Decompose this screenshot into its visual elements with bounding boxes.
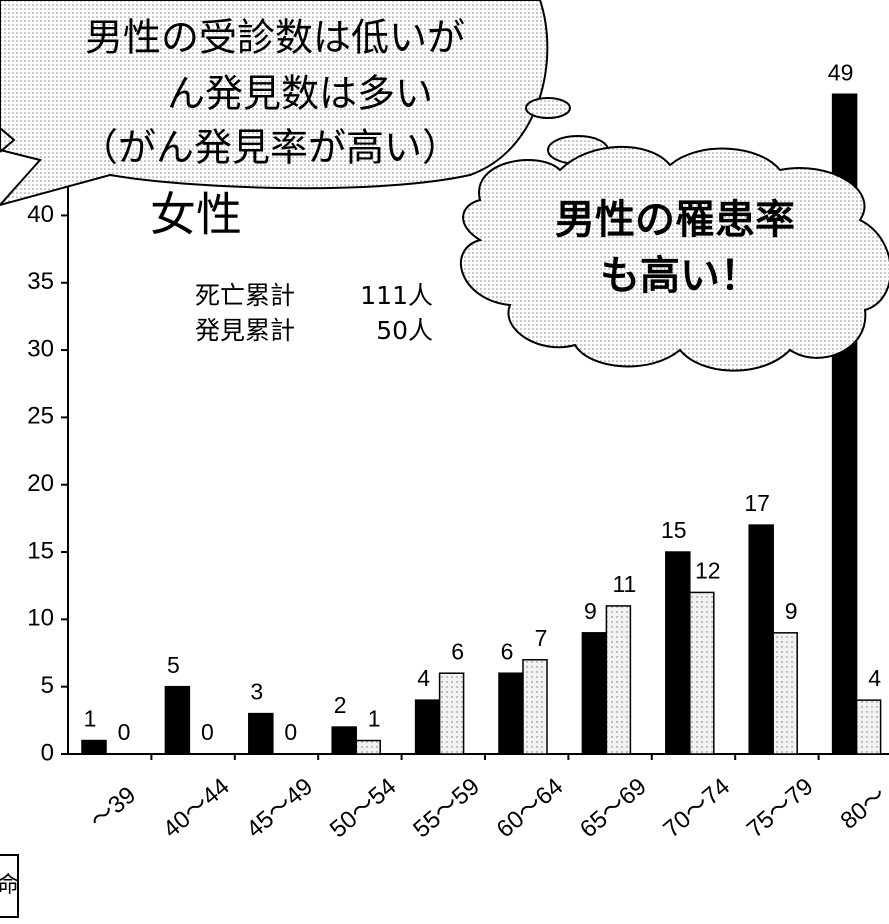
value-label: 11: [612, 571, 636, 597]
bubble-text: 男性の受診数は低いが: [85, 16, 465, 60]
chart-title: 女性: [150, 188, 242, 242]
x-tick-label: 60～64: [492, 773, 569, 843]
note-label: 発見累計: [195, 316, 295, 345]
y-tick-label: 40: [27, 201, 54, 228]
bar: [748, 524, 774, 755]
value-label: 5: [167, 652, 180, 678]
bar: [665, 551, 691, 755]
bubble-text: ん発見数は多い: [167, 72, 433, 116]
value-label: 9: [785, 598, 798, 624]
value-label: 9: [584, 598, 597, 624]
value-label: 3: [250, 679, 263, 705]
x-tick-label: 80～: [835, 781, 889, 834]
cloud: [460, 145, 889, 372]
speech-bubble: [0, 0, 549, 207]
bar: [248, 712, 274, 755]
bar: [164, 685, 191, 755]
value-label: 4: [417, 665, 430, 691]
bar: [414, 699, 441, 755]
y-tick-label: 35: [27, 268, 54, 295]
bar: [331, 726, 357, 755]
note-value: 50人: [376, 316, 433, 345]
x-tick-label: ～39: [85, 781, 141, 834]
value-label: 0: [118, 719, 131, 745]
value-label: 1: [368, 706, 381, 732]
note-value: 111人: [360, 281, 433, 310]
bar: [438, 672, 465, 755]
bar: [498, 672, 524, 755]
value-label: 2: [334, 692, 347, 718]
side-label: 命: [0, 873, 19, 898]
y-tick-label: 0: [41, 739, 54, 766]
value-label: 12: [695, 558, 721, 584]
thought-dot: [525, 97, 571, 119]
bar: [689, 591, 715, 755]
bar: [522, 659, 548, 755]
y-tick-label: 10: [27, 605, 54, 632]
side-box: [0, 854, 19, 918]
x-tick-label: 55～59: [408, 773, 485, 843]
x-tick-label: 45～49: [241, 773, 318, 843]
value-label: 17: [744, 490, 770, 516]
y-tick-label: 15: [27, 537, 54, 564]
y-tick-label: 30: [27, 335, 54, 362]
x-tick-label: 75～79: [742, 773, 819, 843]
x-tick-label: 70～74: [658, 773, 735, 843]
bubble-text: （がん発見率が高い）: [80, 126, 460, 170]
bar: [605, 605, 632, 755]
bar: [581, 632, 608, 755]
value-label: 7: [535, 625, 548, 651]
value-label: 15: [661, 517, 687, 543]
x-tick-label: 65～69: [575, 773, 652, 843]
value-label: 6: [451, 638, 464, 664]
bar: [81, 739, 107, 755]
value-label: 49: [828, 59, 854, 85]
value-label: 0: [284, 719, 297, 745]
value-label: 0: [201, 719, 214, 745]
value-label: 1: [84, 706, 97, 732]
x-tick-label: 40～44: [158, 773, 235, 843]
cloud-text: 男性の罹患率: [555, 197, 795, 243]
bar: [772, 632, 798, 755]
y-tick-label: 25: [27, 403, 54, 430]
value-label: 6: [501, 638, 514, 664]
cloud-text: も高い！: [600, 253, 760, 299]
bar: [855, 699, 882, 755]
value-label: 4: [868, 665, 881, 691]
note-label: 死亡累計: [195, 281, 295, 310]
y-tick-label: 5: [41, 672, 54, 699]
y-tick-label: 20: [27, 470, 54, 497]
x-tick-label: 50～54: [325, 773, 402, 843]
bar: [355, 739, 381, 755]
bubble-tail-arrow: [0, 127, 16, 153]
